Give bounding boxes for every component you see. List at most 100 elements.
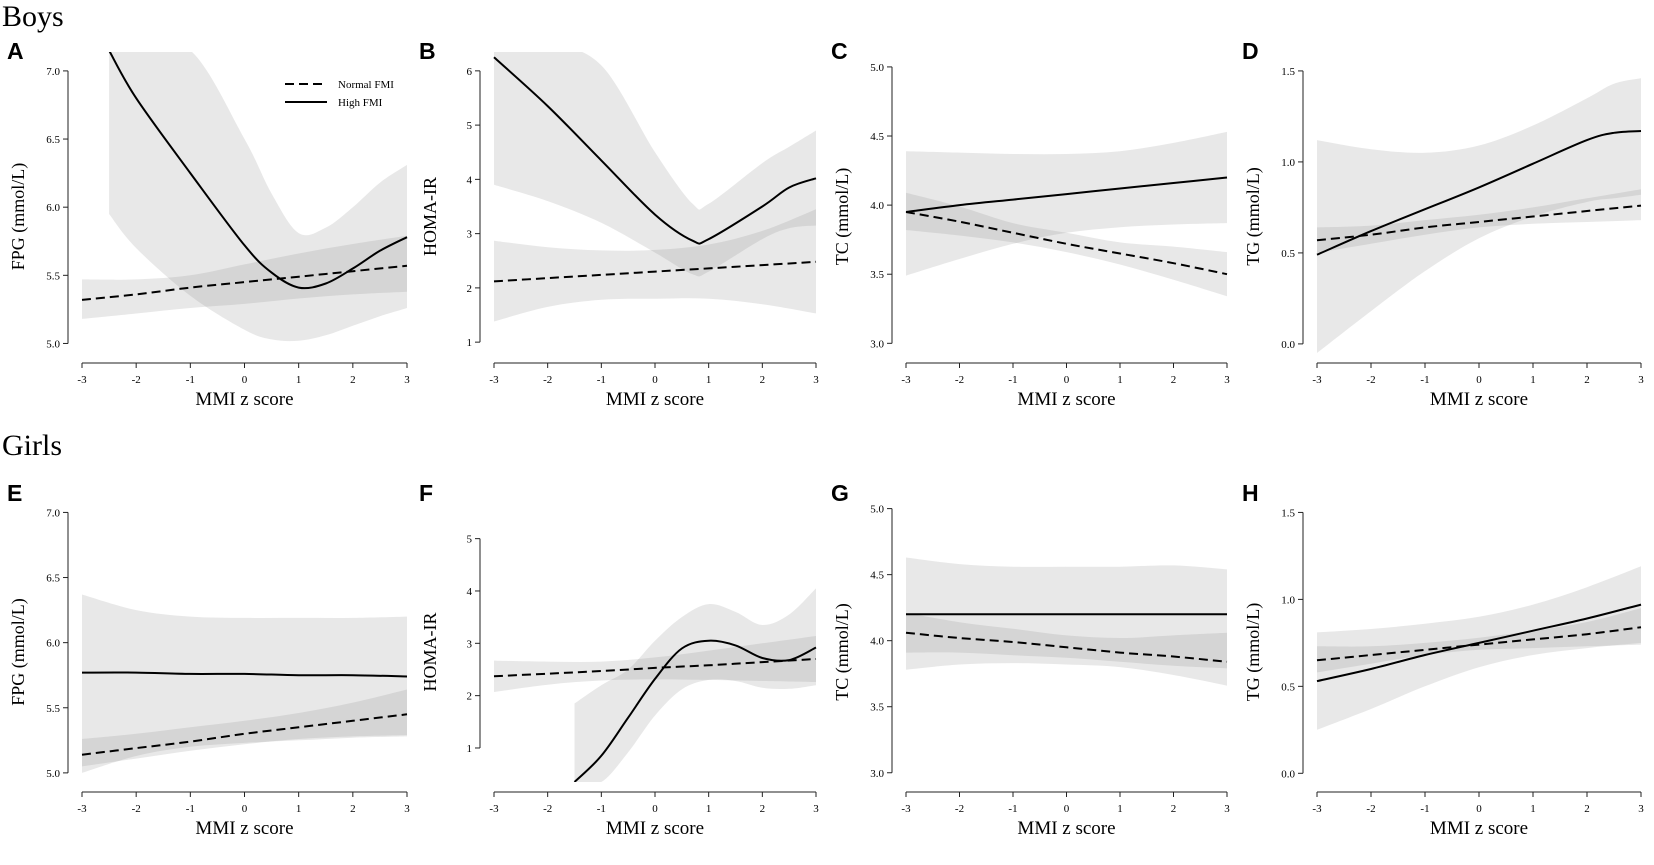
- series-line-normal-fmi: [1316, 204, 1642, 242]
- x-tick-label: 2: [760, 374, 766, 386]
- panel-g-lines: [905, 613, 1228, 663]
- panel-e-label: E: [7, 480, 22, 506]
- panel-a-bands: [82, 52, 407, 342]
- x-tick-label: 3: [404, 374, 410, 386]
- y-tick-label: 3: [467, 229, 473, 241]
- panel-c-bands: [906, 131, 1227, 297]
- y-tick-label: 4: [467, 174, 473, 186]
- panel-e-y-axis-title: FPG (mmol/L): [8, 598, 29, 706]
- y-tick-label: 3.5: [870, 702, 884, 714]
- y-tick-label: 1: [467, 743, 473, 755]
- y-tick-label: 1.0: [1281, 157, 1295, 169]
- panel-b-lines: [493, 56, 817, 283]
- panel-c-y-axis-title: TC (mmol/L): [832, 168, 853, 266]
- panel-f-label: F: [419, 480, 433, 506]
- panel-g-label: G: [831, 480, 849, 506]
- panel-b-x-axis: -3 -2 -1 0 1 2 3: [489, 362, 819, 386]
- y-tick-label: 4.5: [870, 570, 884, 582]
- x-tick-label: 2: [1584, 803, 1590, 815]
- panel-b-y-axis-title: HOMA-IR: [420, 177, 440, 256]
- x-tick-label: -3: [489, 803, 499, 815]
- x-tick-label: -1: [1008, 374, 1017, 386]
- y-tick-label: 4.0: [870, 636, 884, 648]
- series-line-normal-fmi: [493, 260, 817, 283]
- panel-a-label: A: [7, 38, 24, 64]
- panel-h-x-axis: -3 -2 -1 0 1 2 3: [1312, 791, 1644, 815]
- panel-a-y-axis: 5.0 5.5 6.0 6.5 7.0: [46, 66, 69, 350]
- series-line-high-fmi: [81, 671, 408, 678]
- x-tick-label: -1: [186, 374, 195, 386]
- y-tick-label: 5.5: [46, 270, 60, 282]
- panel-c-x-axis: -3 -2 -1 0 1 2 3: [901, 362, 1230, 386]
- panel-c: 3.0 3.5 4.0 4.5 5.0 -3 -2 -1 0 1 2 3 MMI z score TC (…: [831, 38, 1230, 410]
- y-tick-label: 1.0: [1281, 594, 1295, 606]
- series-line-high-fmi: [905, 176, 1228, 213]
- y-tick-label: 7.0: [46, 507, 60, 519]
- panel-d-y-axis-title: TG (mmol/L): [1243, 167, 1264, 265]
- x-tick-label: 2: [350, 374, 356, 386]
- panel-f-lines: [493, 639, 817, 782]
- y-tick-label: 5: [467, 120, 473, 132]
- series-line-high-fmi: [108, 52, 408, 290]
- y-tick-label: 1.5: [1281, 66, 1295, 78]
- x-tick-label: -1: [1420, 374, 1429, 386]
- x-tick-label: 2: [1171, 803, 1177, 815]
- panel-h-y-axis: 0.0 0.5 1.0 1.5: [1281, 507, 1304, 780]
- series-line-high-fmi: [493, 56, 817, 245]
- x-tick-label: 2: [760, 803, 766, 815]
- panel-a-x-axis: -3 -2 -1 0 1 2 3: [77, 362, 410, 386]
- x-tick-label: -2: [955, 803, 964, 815]
- y-tick-label: 0.0: [1281, 768, 1295, 780]
- y-tick-label: 2: [467, 691, 473, 703]
- ci-band-normal-fmi: [494, 636, 816, 692]
- panel-h-label: H: [1242, 480, 1259, 506]
- ci-band-high-fmi: [1317, 78, 1641, 353]
- series-line-high-fmi: [1316, 603, 1642, 683]
- series-line-normal-fmi: [905, 211, 1228, 276]
- x-tick-label: -3: [77, 803, 87, 815]
- panel-e-bands: [82, 594, 407, 773]
- panel-d-bands: [1317, 78, 1641, 353]
- panel-h-x-axis-title: MMI z score: [1430, 818, 1528, 839]
- x-tick-label: -2: [543, 803, 552, 815]
- panel-e-lines: [81, 671, 408, 756]
- x-tick-label: -3: [901, 803, 911, 815]
- x-tick-label: 2: [1584, 374, 1590, 386]
- x-tick-label: 1: [296, 374, 302, 386]
- ci-band-high-fmi: [906, 131, 1227, 276]
- x-tick-label: -1: [597, 374, 606, 386]
- y-tick-label: 6: [467, 66, 473, 78]
- x-tick-label: 0: [242, 803, 248, 815]
- panel-b-x-axis-title: MMI z score: [606, 389, 704, 410]
- x-tick-label: 1: [296, 803, 302, 815]
- x-tick-label: 0: [1064, 803, 1070, 815]
- x-tick-label: 0: [1476, 803, 1482, 815]
- panel-g-x-axis-title: MMI z score: [1017, 818, 1115, 839]
- ci-band-normal-fmi: [1317, 608, 1641, 673]
- x-tick-label: 3: [1638, 803, 1644, 815]
- section-title-girls: Girls: [2, 429, 62, 462]
- panel-c-label: C: [831, 38, 848, 64]
- panel-d-label: D: [1242, 38, 1259, 64]
- panel-d: 0.0 0.5 1.0 1.5 -3 -2 -1 0 1 2 3 MMI z score TG (mmo…: [1242, 38, 1644, 410]
- panel-e-y-axis: 5.0 5.5 6.0 6.5 7.0: [46, 507, 69, 780]
- x-tick-label: -2: [955, 374, 964, 386]
- panel-c-y-axis: 3.0 3.5 4.0 4.5 5.0: [870, 62, 893, 350]
- x-tick-label: -2: [132, 803, 141, 815]
- y-tick-label: 3: [467, 638, 473, 650]
- y-tick-label: 4.0: [870, 200, 884, 212]
- panel-f-y-axis-title: HOMA-IR: [420, 613, 440, 692]
- x-tick-label: 1: [706, 374, 712, 386]
- y-tick-label: 6.5: [46, 134, 60, 146]
- series-line-normal-fmi: [81, 713, 408, 756]
- ci-band-normal-fmi: [82, 689, 407, 767]
- x-tick-label: -1: [1420, 803, 1429, 815]
- y-tick-label: 4: [467, 586, 473, 598]
- x-tick-label: 1: [1117, 374, 1123, 386]
- x-tick-label: 3: [813, 803, 819, 815]
- panel-a-lines: [81, 52, 408, 301]
- series-line-high-fmi: [573, 639, 817, 782]
- x-tick-label: -3: [901, 374, 911, 386]
- series-line-normal-fmi: [81, 264, 408, 301]
